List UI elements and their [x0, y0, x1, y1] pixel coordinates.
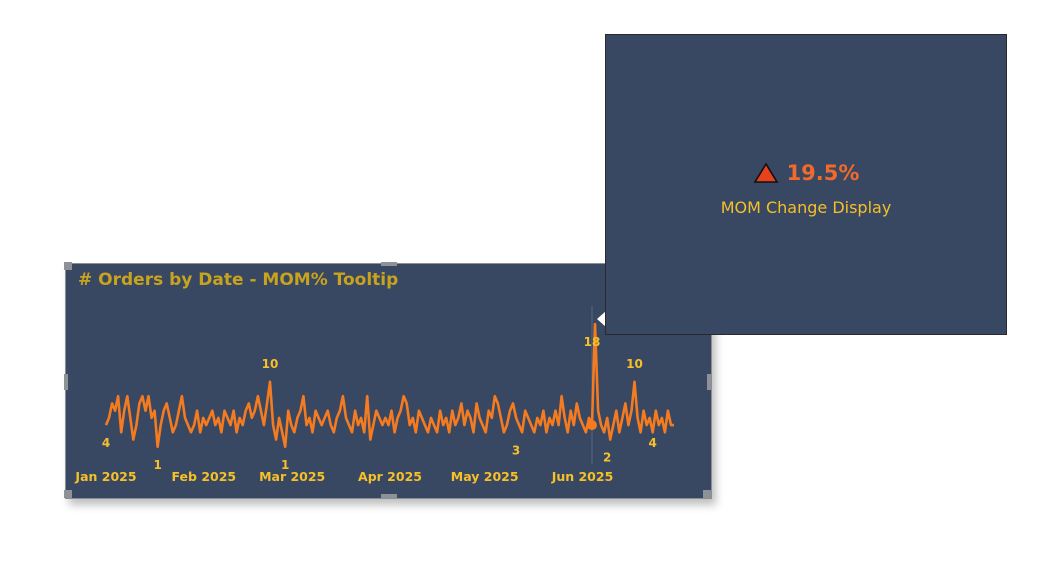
x-tick-label: Feb 2025 [172, 469, 237, 484]
series-line[interactable] [104, 322, 674, 449]
x-tick-label: May 2025 [451, 469, 519, 484]
resize-handle-right-middle[interactable] [707, 374, 711, 390]
data-label: 18 [584, 335, 601, 349]
highlight-point[interactable] [586, 420, 597, 431]
resize-handle-top-center[interactable] [381, 262, 397, 266]
data-label: 4 [102, 436, 110, 450]
tooltip-pointer [597, 311, 606, 327]
visual-title: # Orders by Date - MOM% Tooltip [78, 270, 399, 290]
data-label: 10 [626, 357, 643, 371]
line-chart[interactable]: 4 1 10 1 3 18 2 10 4 Jan 2025 Feb 2025 Mar 2025 Apr … [66, 264, 711, 498]
x-tick-label: Jun 2025 [551, 469, 614, 484]
data-label: 1 [281, 458, 289, 472]
data-label: 3 [512, 443, 520, 457]
kpi-label: MOM Change Display [720, 198, 892, 217]
resize-handle-bottom-left[interactable] [64, 490, 72, 498]
x-tick-label: Jan 2025 [74, 469, 136, 484]
data-label: 2 [603, 451, 611, 465]
kpi-row: 19.5% [606, 161, 1006, 185]
resize-handle-bottom-right[interactable] [703, 490, 711, 498]
data-label: 10 [262, 357, 279, 371]
line-chart-visual[interactable]: # Orders by Date - MOM% Tooltip 4 1 10 1 3 18… [64, 262, 712, 499]
triangle-up-icon [753, 162, 778, 183]
data-label: 1 [153, 458, 161, 472]
resize-handle-bottom-center[interactable] [381, 494, 397, 498]
resize-handle-top-left[interactable] [64, 262, 72, 270]
data-label: 4 [649, 436, 657, 450]
kpi-value: 19.5% [786, 161, 860, 185]
resize-handle-left-middle[interactable] [64, 374, 68, 390]
x-tick-label: Mar 2025 [259, 469, 325, 484]
mom-tooltip: 19.5% MOM Change Display [605, 34, 1007, 335]
x-tick-label: Apr 2025 [358, 469, 422, 484]
